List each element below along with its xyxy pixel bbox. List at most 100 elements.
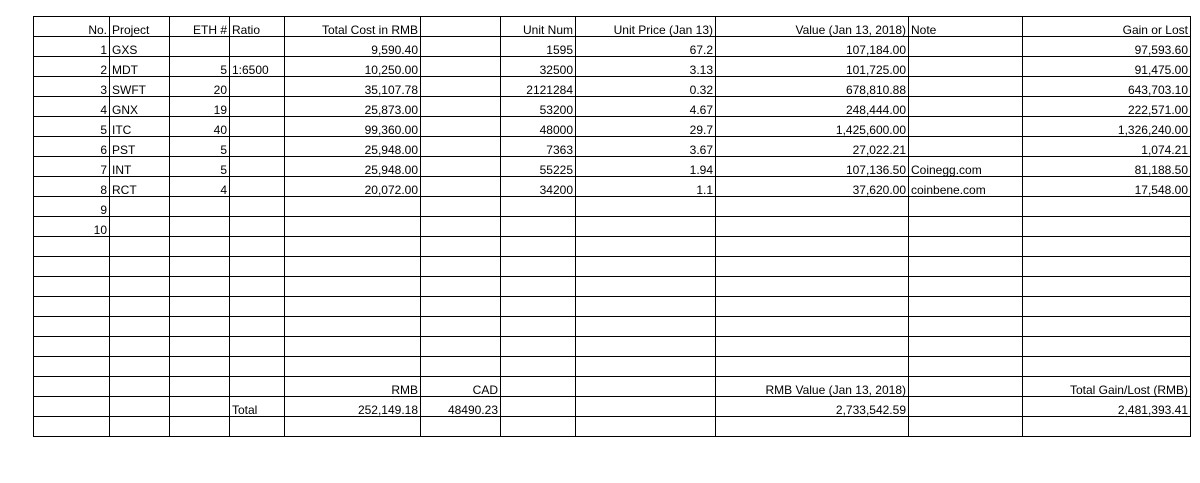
cell-unit-num <box>500 356 576 377</box>
cell-value: 107,136.50 <box>715 156 909 177</box>
cell-value: 1,425,600.00 <box>715 116 909 137</box>
cell-value <box>715 296 909 317</box>
cell-no: 4 <box>33 96 110 117</box>
cell-value: 2,733,542.59 <box>715 396 909 417</box>
cell-unit-price <box>575 196 716 217</box>
cell-note <box>908 276 1023 297</box>
cell-gain-or-lost <box>1022 256 1191 277</box>
cell-project: GNX <box>109 96 170 117</box>
cell-cad <box>420 296 501 317</box>
cell-ratio <box>229 276 285 297</box>
cell-unit-num <box>500 296 576 317</box>
cell-value <box>715 356 909 377</box>
cell-cad <box>420 36 501 57</box>
cell-gain-or-lost: 222,571.00 <box>1022 96 1191 117</box>
cell-unit-num <box>500 276 576 297</box>
table-row <box>33 316 1191 337</box>
cell-cad <box>420 256 501 277</box>
cell-ratio <box>229 96 285 117</box>
cell-total-cost-rmb <box>284 416 421 437</box>
cell-value <box>715 416 909 437</box>
cell-no: 10 <box>33 216 110 237</box>
cell-unit-num: Unit Num <box>500 16 576 37</box>
cell-ratio <box>229 136 285 157</box>
cell-cad <box>420 156 501 177</box>
table-row: 10 <box>33 216 1191 237</box>
cell-ratio <box>229 316 285 337</box>
cell-ratio <box>229 296 285 317</box>
cell-project <box>109 376 170 397</box>
cell-eth <box>169 256 230 277</box>
cell-total-cost-rmb: 25,948.00 <box>284 156 421 177</box>
table-row: 8 RCT 4 20,072.00 34200 1.1 37,620.00 coinbene.… <box>33 176 1191 197</box>
cell-value: 37,620.00 <box>715 176 909 197</box>
cell-gain-or-lost: 17,548.00 <box>1022 176 1191 197</box>
cell-total-cost-rmb: 252,149.18 <box>284 396 421 417</box>
cell-eth <box>169 196 230 217</box>
cell-total-cost-rmb: Total Cost in RMB <box>284 16 421 37</box>
cell-gain-or-lost: Total Gain/Lost (RMB) <box>1022 376 1191 397</box>
cell-project <box>109 416 170 437</box>
cell-total-cost-rmb: 99,360.00 <box>284 116 421 137</box>
cell-note <box>908 356 1023 377</box>
cell-value <box>715 336 909 357</box>
cell-unit-price <box>575 256 716 277</box>
cell-gain-or-lost <box>1022 296 1191 317</box>
cell-eth: 5 <box>169 156 230 177</box>
cell-total-cost-rmb <box>284 216 421 237</box>
cell-value: 248,444.00 <box>715 96 909 117</box>
cell-note <box>908 256 1023 277</box>
cell-value <box>715 196 909 217</box>
cell-cad <box>420 316 501 337</box>
cell-eth <box>169 336 230 357</box>
cell-no: 8 <box>33 176 110 197</box>
cell-no: 6 <box>33 136 110 157</box>
cell-cad <box>420 76 501 97</box>
cell-no <box>33 396 110 417</box>
cell-eth: ETH # <box>169 16 230 37</box>
cell-unit-price <box>575 336 716 357</box>
cell-note: Coinegg.com <box>908 156 1023 177</box>
cell-unit-price: 4.67 <box>575 96 716 117</box>
cell-total-cost-rmb: 10,250.00 <box>284 56 421 77</box>
cell-total-cost-rmb <box>284 316 421 337</box>
cell-total-cost-rmb <box>284 256 421 277</box>
cell-note <box>908 116 1023 137</box>
cell-ratio <box>229 416 285 437</box>
table-row: 4 GNX 19 25,873.00 53200 4.67 248,444.00 222,57… <box>33 96 1191 117</box>
cell-eth: 40 <box>169 116 230 137</box>
cell-no <box>33 236 110 257</box>
cell-eth: 19 <box>169 96 230 117</box>
cell-project: Project <box>109 16 170 37</box>
table-row <box>33 256 1191 277</box>
cell-unit-price: 3.67 <box>575 136 716 157</box>
cell-gain-or-lost: 1,074.21 <box>1022 136 1191 157</box>
cell-no <box>33 296 110 317</box>
cell-eth <box>169 416 230 437</box>
cell-unit-price: Unit Price (Jan 13) <box>575 16 716 37</box>
cell-value: 678,810.88 <box>715 76 909 97</box>
cell-total-cost-rmb <box>284 356 421 377</box>
cell-unit-num <box>500 216 576 237</box>
cell-project <box>109 356 170 377</box>
cell-ratio: 1:6500 <box>229 56 285 77</box>
cell-total-cost-rmb: 25,873.00 <box>284 96 421 117</box>
cell-value <box>715 236 909 257</box>
cell-eth <box>169 356 230 377</box>
cell-cad <box>420 196 501 217</box>
cell-no <box>33 336 110 357</box>
cell-note <box>908 56 1023 77</box>
cell-eth: 4 <box>169 176 230 197</box>
cell-note <box>908 36 1023 57</box>
cell-unit-num: 32500 <box>500 56 576 77</box>
spreadsheet-table: No. Project ETH # Ratio Total Cost in RMB Uni… <box>33 16 1191 437</box>
cell-cad <box>420 136 501 157</box>
cell-eth <box>169 36 230 57</box>
table-row <box>33 336 1191 357</box>
cell-project <box>109 236 170 257</box>
cell-gain-or-lost <box>1022 216 1191 237</box>
cell-gain-or-lost <box>1022 316 1191 337</box>
cell-unit-num <box>500 236 576 257</box>
cell-note <box>908 216 1023 237</box>
cell-unit-num <box>500 316 576 337</box>
